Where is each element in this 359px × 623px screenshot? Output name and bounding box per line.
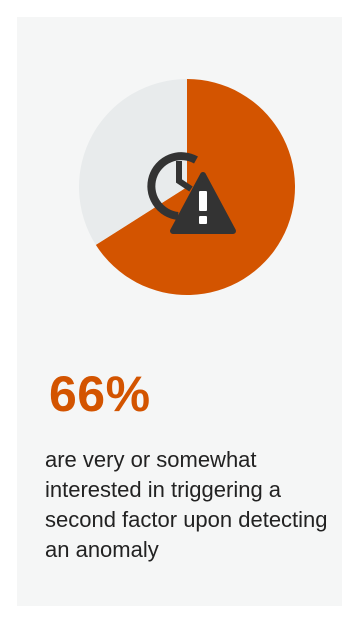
stat-card: 66% are very or somewhat interested in t… [17,17,342,606]
warning-exclamation-bar [199,191,207,211]
pie-chart [79,79,295,295]
stat-caption: are very or somewhat interested in trigg… [45,447,328,562]
pie-chart-svg [79,79,295,295]
clock-warning-icon [147,152,236,234]
stat-percentage: 66% [49,366,151,422]
warning-exclamation-dot [199,216,207,224]
